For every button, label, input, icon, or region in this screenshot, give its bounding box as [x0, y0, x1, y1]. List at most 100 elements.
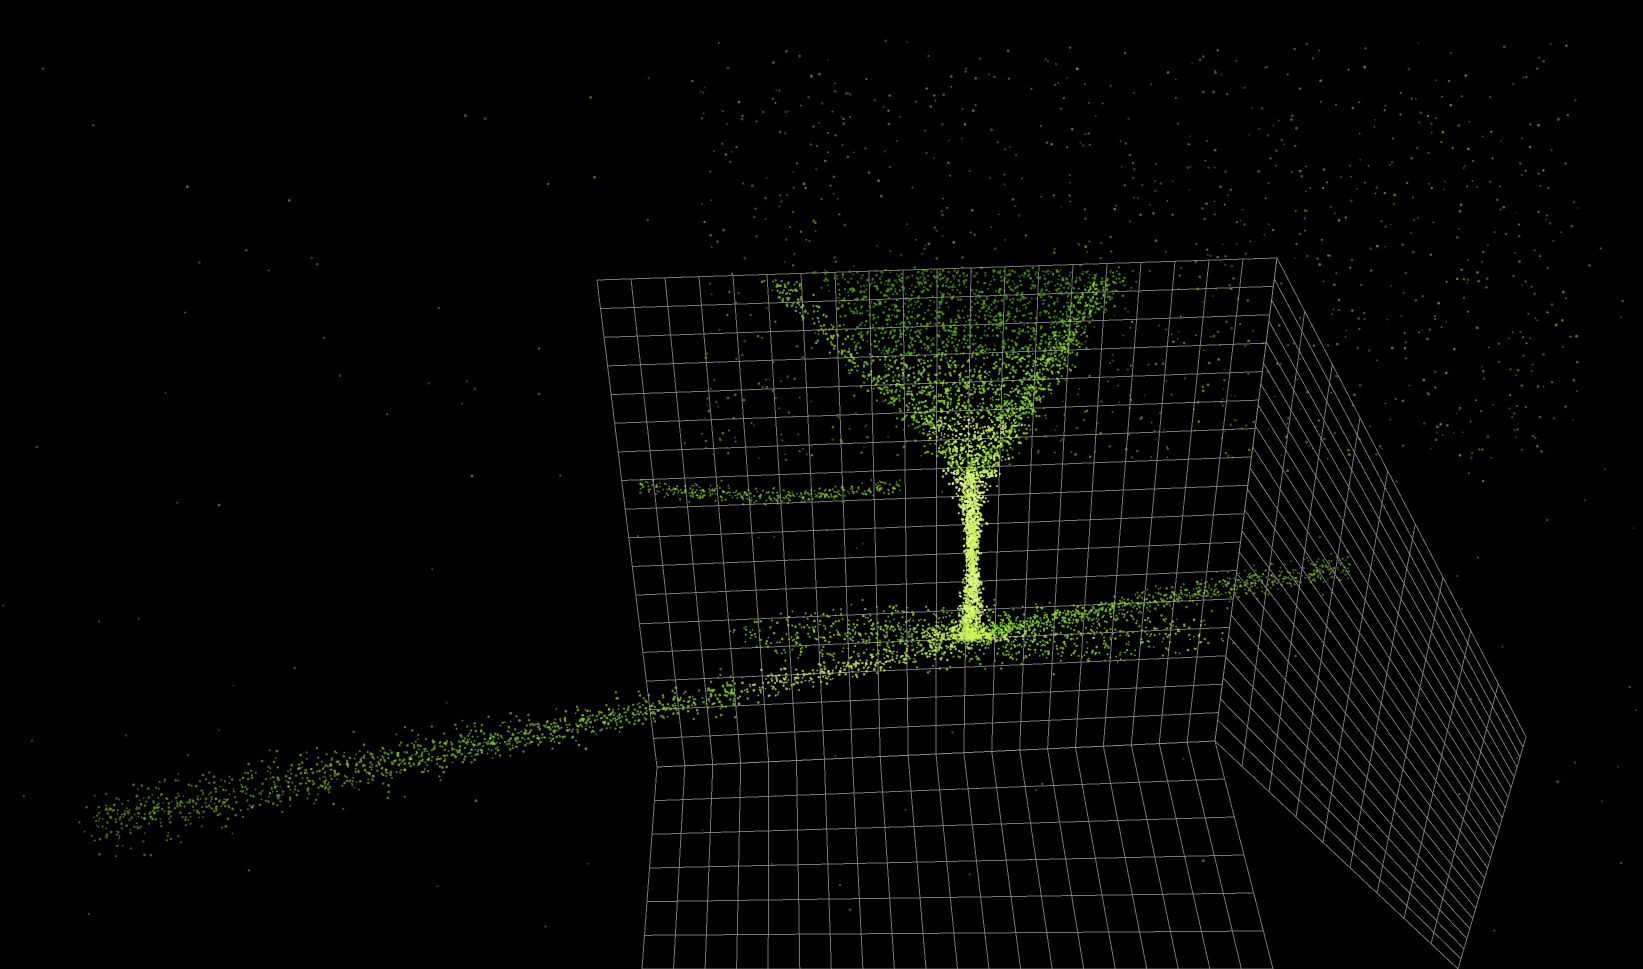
- particle: [862, 638, 865, 641]
- particle: [954, 349, 957, 352]
- particle: [925, 325, 928, 328]
- particle: [959, 382, 962, 385]
- particle: [956, 389, 960, 393]
- particle: [956, 420, 960, 423]
- particle: [1116, 661, 1119, 663]
- particle: [989, 403, 993, 407]
- particle: [984, 497, 987, 500]
- particle: [871, 380, 874, 383]
- particle: [986, 431, 989, 434]
- particle: [945, 456, 947, 458]
- particle: [1043, 293, 1046, 296]
- particle: [968, 408, 971, 411]
- particle: [1084, 288, 1087, 291]
- particle: [928, 336, 930, 339]
- particle: [830, 323, 833, 326]
- particle: [976, 411, 979, 414]
- particle: [856, 369, 859, 372]
- particle: [885, 627, 888, 630]
- particle: [942, 322, 945, 325]
- particle: [788, 289, 790, 292]
- particle: [781, 297, 785, 300]
- particle: [971, 342, 975, 346]
- particle: [996, 463, 999, 466]
- particle: [1078, 311, 1082, 314]
- particle: [970, 270, 973, 273]
- particle: [1034, 316, 1038, 320]
- particle: [1153, 627, 1156, 630]
- particle: [905, 414, 909, 417]
- particle: [1220, 637, 1223, 640]
- particle: [984, 646, 987, 650]
- particle: [1011, 270, 1015, 273]
- particle: [973, 436, 977, 440]
- particle: [953, 363, 957, 367]
- particle: [894, 334, 896, 337]
- particle: [996, 300, 1000, 303]
- particle: [1006, 453, 1010, 456]
- particle: [920, 401, 923, 403]
- particle: [1029, 277, 1032, 280]
- particle: [964, 601, 968, 605]
- particle: [1003, 399, 1006, 402]
- particle: [953, 333, 957, 337]
- particle: [817, 320, 821, 323]
- particle: [894, 355, 897, 358]
- particle: [973, 274, 976, 278]
- particle: [791, 624, 794, 627]
- particle: [974, 589, 977, 592]
- particle: [1043, 644, 1046, 647]
- particle: [1039, 342, 1042, 345]
- particle: [960, 595, 962, 598]
- particle: [904, 302, 906, 305]
- particle: [966, 595, 969, 598]
- particle: [824, 328, 827, 330]
- particle: [875, 636, 878, 640]
- particle: [914, 439, 917, 442]
- particle: [902, 397, 905, 400]
- particle: [916, 378, 920, 382]
- side-wall-line: [1230, 614, 1477, 909]
- particle: [884, 620, 887, 623]
- particle: [967, 479, 970, 483]
- particle: [980, 583, 983, 586]
- particle: [991, 446, 994, 449]
- particle: [993, 463, 996, 467]
- particle: [1019, 360, 1022, 363]
- particle: [955, 492, 958, 495]
- particle: [973, 461, 976, 464]
- particle: [964, 450, 968, 453]
- particle: [965, 586, 968, 589]
- particle: [1060, 293, 1063, 296]
- particle: [928, 430, 931, 433]
- particle: [899, 353, 902, 356]
- particle: [839, 315, 842, 318]
- particle: [879, 281, 883, 284]
- particle: [968, 386, 971, 389]
- particle: [984, 668, 987, 670]
- particle: [828, 351, 832, 354]
- particle: [963, 582, 966, 585]
- particle: [1027, 416, 1030, 419]
- particle: [878, 301, 882, 304]
- particle: [902, 289, 905, 292]
- particle: [888, 308, 891, 311]
- particle: [870, 362, 873, 365]
- particle: [962, 346, 965, 349]
- particle: [836, 277, 839, 280]
- particle: [976, 325, 979, 329]
- particle: [891, 314, 894, 316]
- particle: [1019, 283, 1023, 287]
- particle: [860, 327, 863, 330]
- particle: [939, 668, 941, 671]
- particle: [954, 478, 958, 481]
- particle: [974, 334, 977, 338]
- particle: [997, 461, 1000, 464]
- particle: [866, 278, 869, 282]
- particle: [903, 651, 907, 655]
- particle: [959, 622, 962, 624]
- particle: [1059, 291, 1063, 294]
- particle: [899, 323, 902, 326]
- particle: [898, 397, 901, 400]
